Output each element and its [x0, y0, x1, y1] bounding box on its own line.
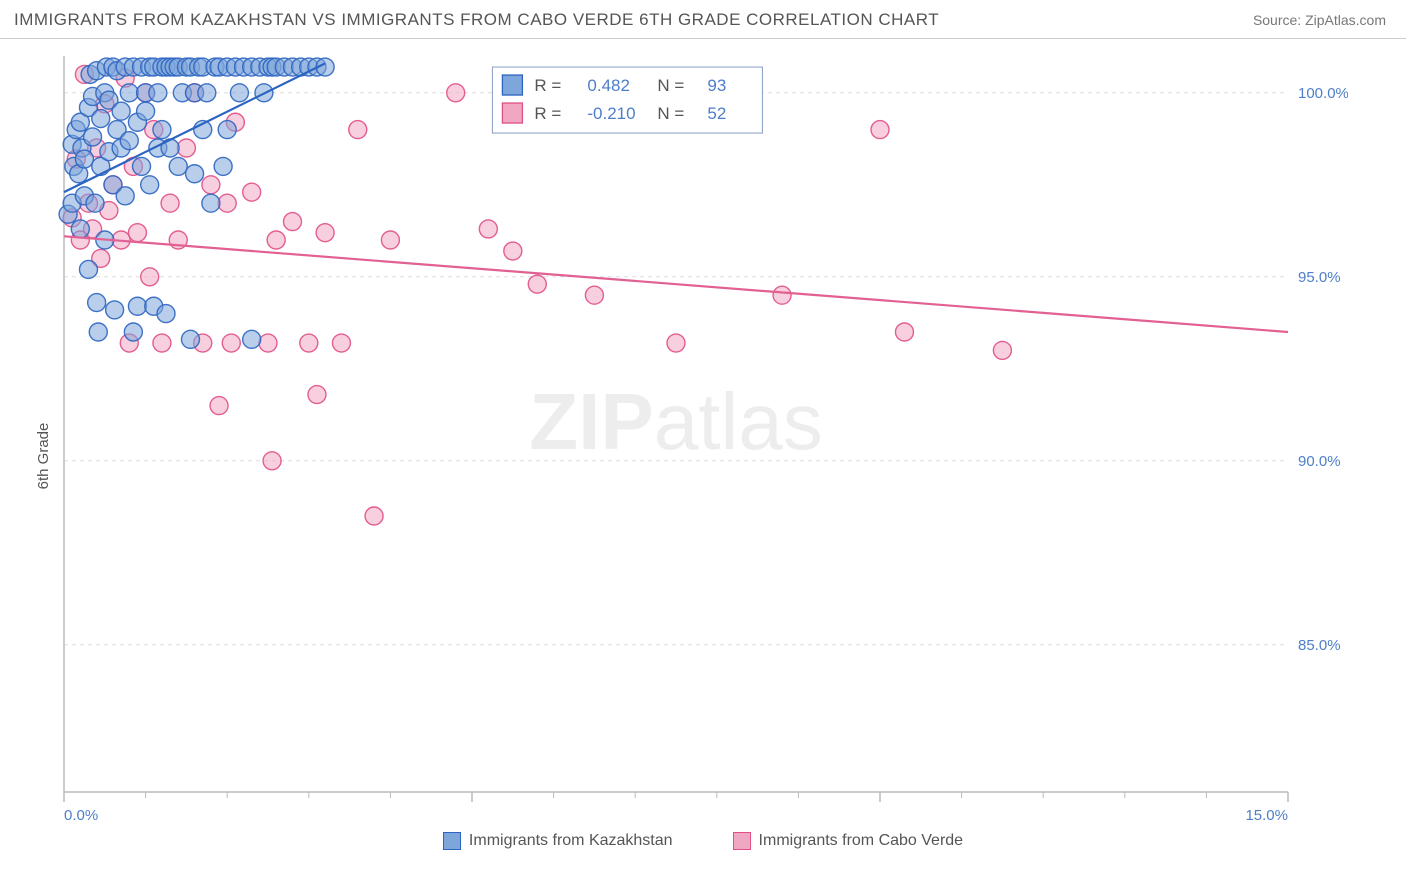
legend-item-kazakhstan: Immigrants from Kazakhstan: [443, 832, 673, 850]
header: IMMIGRANTS FROM KAZAKHSTAN VS IMMIGRANTS…: [0, 0, 1406, 30]
svg-text:90.0%: 90.0%: [1298, 453, 1341, 470]
svg-text:95.0%: 95.0%: [1298, 269, 1341, 286]
swatch-icon: [443, 832, 461, 850]
page-title: IMMIGRANTS FROM KAZAKHSTAN VS IMMIGRANTS…: [14, 10, 939, 30]
legend-label: Immigrants from Kazakhstan: [469, 832, 673, 850]
bottom-legend: Immigrants from Kazakhstan Immigrants fr…: [58, 832, 1348, 850]
svg-text:N =: N =: [657, 104, 684, 123]
svg-text:100.0%: 100.0%: [1298, 85, 1348, 102]
source-attribution: Source: ZipAtlas.com: [1253, 12, 1386, 28]
chart-container: 6th Grade 85.0% 90.0% 95.0% 100.0% 0.0% 15.0%…: [14, 52, 1392, 860]
svg-text:52: 52: [707, 104, 726, 123]
legend-label: Immigrants from Cabo Verde: [759, 832, 964, 850]
y-axis-label: 6th Grade: [35, 423, 52, 490]
svg-text:0.0%: 0.0%: [64, 807, 98, 822]
svg-text:R =: R =: [534, 104, 561, 123]
svg-text:15.0%: 15.0%: [1245, 807, 1288, 822]
svg-text:85.0%: 85.0%: [1298, 637, 1341, 654]
svg-text:N =: N =: [657, 76, 684, 95]
svg-text:-0.210: -0.210: [587, 104, 635, 123]
svg-text:R =: R =: [534, 76, 561, 95]
scatter-chart: 85.0% 90.0% 95.0% 100.0% 0.0% 15.0% ZIPatlas R …: [58, 52, 1348, 822]
svg-text:ZIPatlas: ZIPatlas: [529, 377, 822, 466]
svg-text:93: 93: [707, 76, 726, 95]
header-divider: [0, 38, 1406, 39]
legend-item-cabo-verde: Immigrants from Cabo Verde: [733, 832, 964, 850]
svg-text:0.482: 0.482: [587, 76, 630, 95]
swatch-icon: [733, 832, 751, 850]
